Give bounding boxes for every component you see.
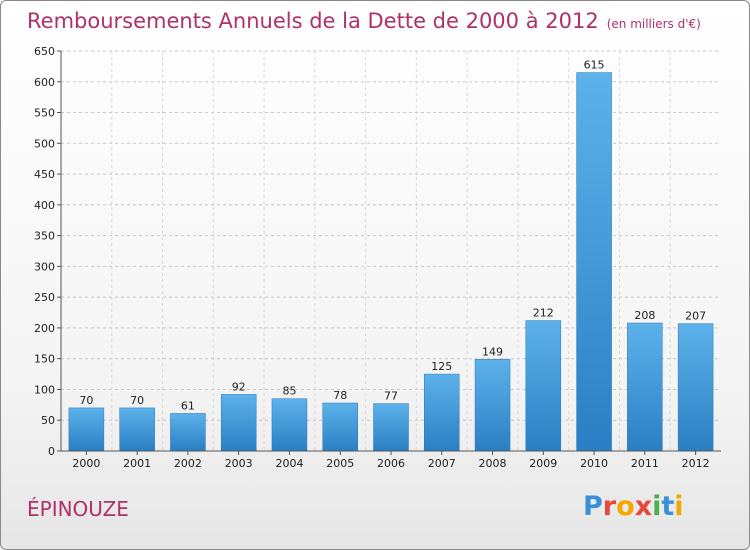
data-label-2010: 615 — [584, 59, 605, 72]
y-tick-label: 600 — [34, 76, 55, 89]
x-tick-label: 2006 — [377, 457, 405, 470]
data-label-2002: 61 — [181, 399, 195, 412]
x-tick-label: 2005 — [326, 457, 354, 470]
bar-2003 — [220, 394, 257, 452]
y-tick-label: 250 — [34, 291, 55, 304]
logo-letter: r — [602, 491, 617, 522]
y-tick-label: 200 — [34, 322, 55, 335]
bar-2002 — [170, 413, 206, 452]
y-tick-label: 0 — [48, 445, 55, 458]
x-tick-label: 2012 — [682, 457, 710, 470]
data-label-2005: 78 — [333, 389, 347, 402]
y-tick-label: 450 — [34, 168, 55, 181]
data-label-2003: 92 — [232, 380, 246, 393]
x-tick-label: 2007 — [428, 457, 456, 470]
y-tick-label: 400 — [34, 199, 55, 212]
data-label-2012: 207 — [685, 310, 706, 323]
chart-title-text: Remboursements Annuels de la Dette de 20… — [27, 9, 599, 33]
x-tick-label: 2008 — [479, 457, 507, 470]
bar-2011 — [627, 322, 663, 452]
bar-2012 — [677, 323, 714, 452]
data-label-2011: 208 — [634, 309, 655, 322]
data-label-2009: 212 — [533, 307, 554, 320]
x-tick-label: 2003 — [225, 457, 253, 470]
data-label-2006: 77 — [384, 390, 398, 403]
bar-2004 — [271, 398, 308, 452]
bar-2006 — [373, 403, 409, 452]
logo-letter: t — [661, 491, 675, 522]
bar-2007 — [424, 373, 460, 452]
y-tick-label: 50 — [41, 414, 55, 427]
commune-name: ÉPINOUZE — [27, 497, 129, 521]
x-tick-label: 2010 — [580, 457, 608, 470]
bar-2008 — [474, 359, 511, 452]
data-label-2004: 85 — [282, 385, 296, 398]
bar-2000 — [68, 407, 105, 452]
chart-unit: (en milliers d'€) — [606, 17, 701, 31]
y-tick-label: 500 — [34, 137, 55, 150]
x-tick-label: 2001 — [123, 457, 151, 470]
y-tick-label: 300 — [34, 260, 55, 273]
x-tick-label: 2000 — [72, 457, 100, 470]
data-label-2008: 149 — [482, 345, 503, 358]
proxiti-logo: Proxiti — [583, 491, 684, 522]
y-tick-label: 550 — [34, 107, 55, 120]
data-label-2007: 125 — [431, 360, 452, 373]
bar-2005 — [322, 402, 358, 452]
logo-letter: P — [583, 491, 603, 522]
chart-title: Remboursements Annuels de la Dette de 20… — [27, 9, 701, 33]
logo-letter: x — [634, 491, 653, 522]
x-tick-label: 2002 — [174, 457, 202, 470]
y-tick-label: 650 — [34, 45, 55, 58]
data-label-2000: 70 — [79, 394, 93, 407]
bar-2009 — [525, 320, 562, 452]
x-tick-label: 2004 — [275, 457, 303, 470]
logo-letter: i — [652, 491, 662, 522]
y-tick-label: 150 — [34, 353, 55, 366]
y-tick-label: 350 — [34, 230, 55, 243]
logo-letter: i — [674, 491, 684, 522]
y-tick-label: 100 — [34, 383, 55, 396]
bar-2010 — [576, 72, 612, 452]
x-tick-label: 2011 — [631, 457, 659, 470]
data-label-2001: 70 — [130, 394, 144, 407]
bar-2001 — [119, 407, 155, 452]
logo-letter: o — [616, 491, 635, 522]
x-tick-label: 2009 — [529, 457, 557, 470]
